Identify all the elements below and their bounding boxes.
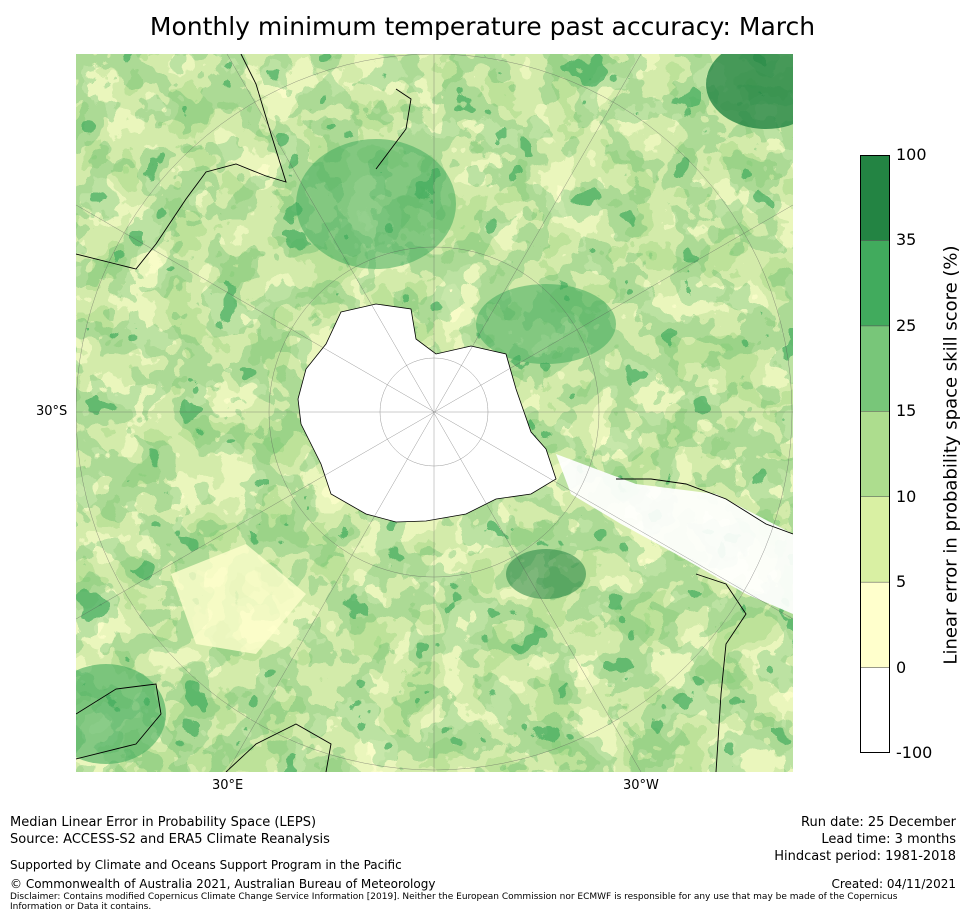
colorbar-tick-label: 10 [896,486,917,506]
skill-region-ne [706,54,793,129]
skill-region-nz [296,139,456,269]
colorbar-outline [860,155,890,753]
graticule [76,54,793,772]
colorbar-bin-2 [860,496,890,583]
footer-right: Run date: 25 December Lead time: 3 month… [774,814,956,865]
hindcast-period: Hindcast period: 1981-2018 [774,849,956,864]
coastline-new-zealand [375,88,412,170]
colorbar-tick-label: 5 [896,572,907,592]
colorbar-tick-label: -100 [896,743,933,762]
colorbar-tick-label: 35 [896,230,917,250]
lat-label-30s: 30°S [36,404,68,419]
colorbar-bin-1 [860,581,890,668]
low-skill-patch-atlantic [171,544,306,654]
skill-region-ring [476,284,616,364]
chart-title: Monthly minimum temperature past accurac… [149,12,816,41]
lon-label-30e: 30°E [212,778,244,793]
colorbar-label: Linear error in probability space skill … [940,245,962,665]
lead-time: Lead time: 3 months [821,832,956,847]
antarctica-landmass [297,303,557,523]
disclaimer-text: Disclaimer: Contains modified Copernicus… [10,892,898,912]
colorbar-tick-label: 0 [896,657,907,677]
method-text: Median Linear Error in Probability Space… [10,815,317,830]
coastline-south-america [616,478,793,535]
coastline-africa-south [225,723,332,772]
colorbar-bin-5 [860,240,890,327]
lon-label-30w: 30°W [623,778,659,793]
footer-left: Median Linear Error in Probability Space… [10,814,330,848]
colorbar-bin-6 [860,155,890,241]
skill-region-sw [76,664,166,764]
polar-skill-map [76,54,793,772]
source-text: Source: ACCESS-S2 and ERA5 Climate Reana… [10,832,330,847]
created-date: Created: 04/11/2021 [831,877,956,891]
copyright-text: © Commonwealth of Australia 2021, Austra… [10,877,436,891]
support-text: Supported by Climate and Oceans Support … [10,858,402,872]
colorbar-bin-4 [860,325,890,412]
run-date: Run date: 25 December [801,815,956,830]
colorbar-tick-label: 25 [896,315,917,335]
colorbar-bin-0 [860,667,890,753]
low-skill-patch-south-america [556,454,793,614]
colorbar-bin-3 [860,411,890,497]
colorbar-tick-label: 15 [896,401,917,421]
colorbar-tick-label: 100 [896,145,927,164]
skill-region-s [506,549,586,599]
colorbar [860,155,890,753]
coastline-africa [76,683,162,760]
coastline-south-america-east [695,573,747,772]
